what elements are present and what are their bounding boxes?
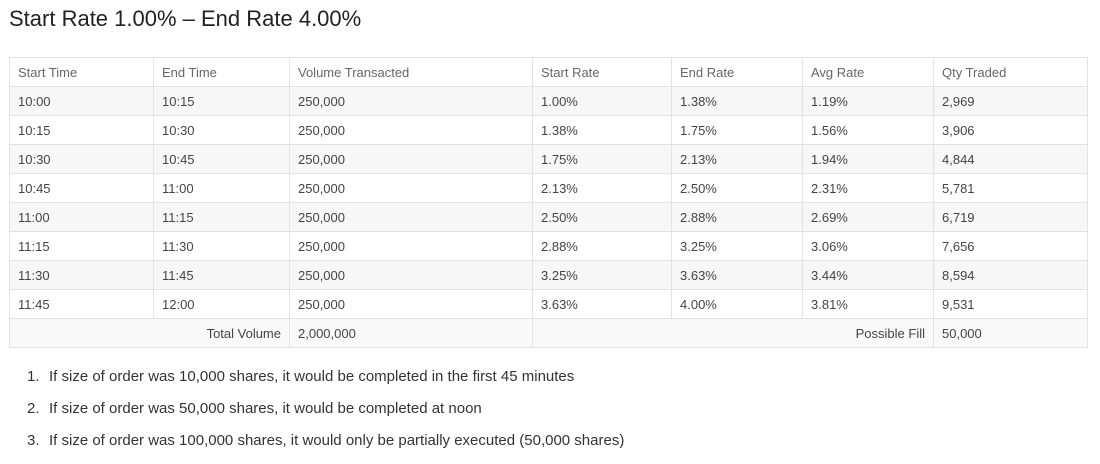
- header-row: Start Time End Time Volume Transacted Start…: [9, 57, 1088, 87]
- table-cell: 2.69%: [802, 202, 934, 232]
- table-cell: 2.50%: [671, 173, 803, 203]
- note-marker: 3.: [27, 432, 40, 449]
- table-row: 11:45 12:00 250,000 3.63% 4.00% 3.81% 9,531: [9, 289, 1088, 319]
- table-cell: 10:15: [9, 115, 154, 145]
- table-row: 10:45 11:00 250,000 2.13% 2.50% 2.31% 5,781: [9, 173, 1088, 203]
- table-cell: 10:45: [9, 173, 154, 203]
- table-cell: 4.00%: [671, 289, 803, 319]
- table-row: 10:30 10:45 250,000 1.75% 2.13% 1.94% 4,844: [9, 144, 1088, 174]
- fill-label: Possible Fill: [532, 318, 934, 348]
- table-cell: 3.63%: [671, 260, 803, 290]
- table-cell: 11:45: [153, 260, 290, 290]
- table-cell: 2.50%: [532, 202, 672, 232]
- rate-table: Start Time End Time Volume Transacted Start…: [9, 57, 1088, 348]
- column-header: Avg Rate: [802, 57, 934, 87]
- footer-row: Total Volume 2,000,000 Possible Fill 50,…: [9, 318, 1088, 348]
- table-head: Start Time End Time Volume Transacted Start…: [9, 57, 1088, 87]
- table-cell: 10:30: [9, 144, 154, 174]
- table-row: 10:15 10:30 250,000 1.38% 1.75% 1.56% 3,906: [9, 115, 1088, 145]
- note-item: 2. If size of order was 50,000 shares, it…: [27, 393, 624, 425]
- table-cell: 4,844: [933, 144, 1088, 174]
- table-cell: 11:00: [153, 173, 290, 203]
- table-cell: 1.19%: [802, 86, 934, 116]
- table-cell: 10:30: [153, 115, 290, 145]
- table-cell: 250,000: [289, 289, 533, 319]
- table-cell: 11:30: [9, 260, 154, 290]
- note-text: If size of order was 50,000 shares, it w…: [49, 400, 482, 417]
- table-cell: 250,000: [289, 231, 533, 261]
- table-cell: 11:45: [9, 289, 154, 319]
- table-cell: 11:15: [153, 202, 290, 232]
- table-cell: 2.88%: [532, 231, 672, 261]
- note-item: 3. If size of order was 100,000 shares, i…: [27, 425, 624, 457]
- table-cell: 1.56%: [802, 115, 934, 145]
- table-cell: 250,000: [289, 144, 533, 174]
- table-cell: 3,906: [933, 115, 1088, 145]
- table-cell: 9,531: [933, 289, 1088, 319]
- table-cell: 11:15: [9, 231, 154, 261]
- table-row: 11:00 11:15 250,000 2.50% 2.88% 2.69% 6,719: [9, 202, 1088, 232]
- total-value: 2,000,000: [289, 318, 533, 348]
- table-cell: 2,969: [933, 86, 1088, 116]
- table-row: 10:00 10:15 250,000 1.00% 1.38% 1.19% 2,969: [9, 86, 1088, 116]
- column-header: Qty Traded: [933, 57, 1088, 87]
- column-header: End Rate: [671, 57, 803, 87]
- table-cell: 6,719: [933, 202, 1088, 232]
- column-header: Start Rate: [532, 57, 672, 87]
- table-cell: 1.38%: [532, 115, 672, 145]
- table-row: 11:30 11:45 250,000 3.25% 3.63% 3.44% 8,594: [9, 260, 1088, 290]
- notes: 1. If size of order was 10,000 shares, it…: [27, 361, 624, 457]
- table-cell: 10:00: [9, 86, 154, 116]
- table-cell: 250,000: [289, 115, 533, 145]
- note-item: 1. If size of order was 10,000 shares, it…: [27, 361, 624, 393]
- title: Start Rate 1.00% – End Rate 4.00%: [9, 6, 362, 31]
- table-body: 10:00 10:15 250,000 1.00% 1.38% 1.19% 2,969 10:…: [9, 86, 1088, 319]
- table-cell: 3.25%: [671, 231, 803, 261]
- table-cell: 2.31%: [802, 173, 934, 203]
- table-cell: 3.06%: [802, 231, 934, 261]
- table-cell: 250,000: [289, 86, 533, 116]
- table-cell: 7,656: [933, 231, 1088, 261]
- table-cell: 1.75%: [671, 115, 803, 145]
- table-cell: 3.25%: [532, 260, 672, 290]
- table-cell: 2.88%: [671, 202, 803, 232]
- table-cell: 250,000: [289, 260, 533, 290]
- table-cell: 3.81%: [802, 289, 934, 319]
- table-cell: 1.94%: [802, 144, 934, 174]
- table-cell: 250,000: [289, 202, 533, 232]
- table-cell: 12:00: [153, 289, 290, 319]
- table-cell: 2.13%: [671, 144, 803, 174]
- table-cell: 1.00%: [532, 86, 672, 116]
- table-cell: 1.38%: [671, 86, 803, 116]
- table-cell: 2.13%: [532, 173, 672, 203]
- table-cell: 3.63%: [532, 289, 672, 319]
- note-marker: 1.: [27, 368, 40, 385]
- table-cell: 8,594: [933, 260, 1088, 290]
- column-header: Volume Transacted: [289, 57, 533, 87]
- note-text: If size of order was 10,000 shares, it w…: [49, 368, 575, 385]
- table-cell: 10:15: [153, 86, 290, 116]
- table-row: 11:15 11:30 250,000 2.88% 3.25% 3.06% 7,656: [9, 231, 1088, 261]
- table-cell: 11:30: [153, 231, 290, 261]
- table-cell: 250,000: [289, 173, 533, 203]
- table-cell: 1.75%: [532, 144, 672, 174]
- table-foot: Total Volume 2,000,000 Possible Fill 50,…: [9, 318, 1088, 348]
- table-cell: 5,781: [933, 173, 1088, 203]
- column-header: End Time: [153, 57, 290, 87]
- table-cell: 3.44%: [802, 260, 934, 290]
- note-text: If size of order was 100,000 shares, it …: [49, 432, 625, 449]
- total-label: Total Volume: [9, 318, 290, 348]
- note-marker: 2.: [27, 400, 40, 417]
- table-cell: 10:45: [153, 144, 290, 174]
- column-header: Start Time: [9, 57, 154, 87]
- fill-value: 50,000: [933, 318, 1088, 348]
- table-cell: 11:00: [9, 202, 154, 232]
